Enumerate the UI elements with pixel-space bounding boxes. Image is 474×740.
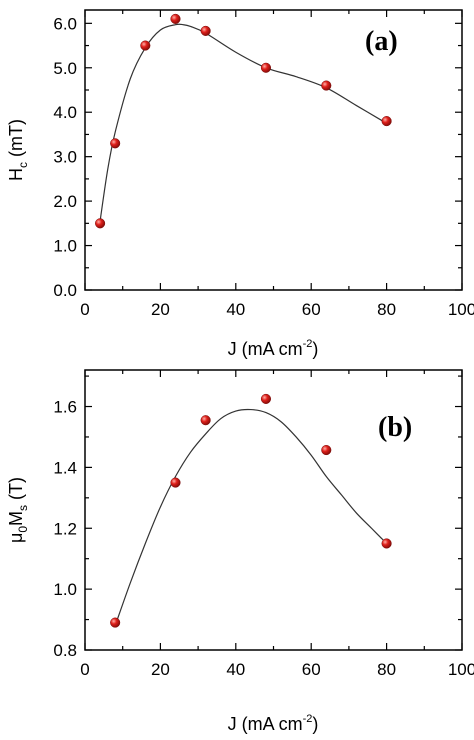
y-tick-label: 6.0 [53,14,77,33]
panel-a-x-tick-labels: 0 20 40 60 80 100 [80,300,474,319]
panel-b-fit-curve [114,408,388,626]
y-tick-label: 1.0 [53,580,77,599]
x-tick-label: 0 [80,300,89,319]
panel-a-label: (a) [365,26,398,57]
data-point [95,218,106,229]
x-tick-label: 80 [377,660,396,679]
data-point [200,25,211,36]
y-tick-label: 0.8 [53,641,77,660]
panel-b-label: (b) [378,412,412,443]
y-tick-label: 0.0 [53,281,77,300]
y-tick-label: 2.0 [53,192,77,211]
panel-a-frame [84,9,463,291]
x-tick-label: 100 [448,300,474,319]
panel-a-x-axis-label: J (mA cm-2) [228,338,319,359]
y-tick-label: 4.0 [53,103,77,122]
panel-b-points [110,393,392,628]
data-point [140,40,151,51]
data-point [110,617,121,628]
data-point [321,444,332,456]
panel-b-x-tick-labels: 0 20 40 60 80 100 [80,660,474,679]
x-tick-label: 20 [151,660,170,679]
panel-b-x-axis-label: J (mA cm-2) [228,713,319,734]
data-point [260,62,272,73]
x-tick-label: 60 [302,660,321,679]
x-tick-label: 80 [377,300,396,319]
panel-b-y-axis-label: μ0Ms (T) [6,477,30,543]
x-tick-label: 0 [80,660,89,679]
panel-a-grid-ticks [84,10,463,291]
panel-a: 0 20 40 60 80 100 0.0 1.0 2.0 3.0 4.0 5.0 6.0 (a) J… [6,9,474,359]
panel-b-grid-ticks [84,370,463,651]
x-tick-label: 40 [226,660,245,679]
data-point [110,138,121,149]
y-tick-label: 1.0 [53,237,77,256]
data-point [200,415,211,426]
x-tick-label: 100 [448,660,474,679]
x-tick-label: 40 [226,300,245,319]
y-tick-label: 3.0 [53,148,77,167]
y-tick-label: 1.2 [53,519,77,538]
panel-a-y-axis-label: Hc (mT) [6,119,30,181]
panel-b: 0 20 40 60 80 100 0.8 1.0 1.2 1.4 1.6 (b) J (mA c… [6,369,474,734]
data-point [260,393,272,404]
x-tick-label: 20 [151,300,170,319]
data-point [381,538,392,549]
data-point [170,13,181,24]
y-tick-label: 1.4 [53,458,77,477]
data-point [321,80,332,91]
panel-a-y-tick-labels: 0.0 1.0 2.0 3.0 4.0 5.0 6.0 [53,14,77,300]
data-point [381,116,392,127]
panel-b-y-tick-labels: 0.8 1.0 1.2 1.4 1.6 [53,398,77,660]
panel-a-points [95,13,392,229]
data-point [170,477,181,488]
x-tick-label: 60 [302,300,321,319]
panel-a-fit-curve [99,23,387,222]
y-tick-label: 1.6 [53,398,77,417]
y-tick-label: 5.0 [53,59,77,78]
